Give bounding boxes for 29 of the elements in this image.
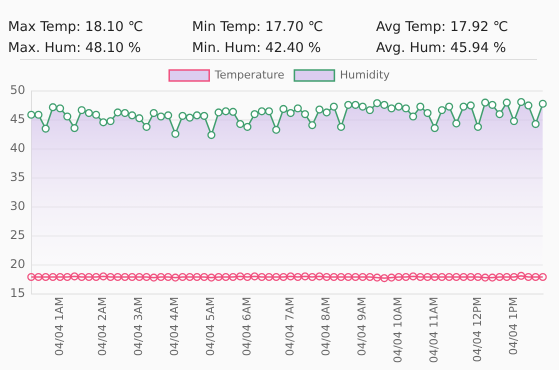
- x-tick-label: 04/04 11AM: [428, 296, 441, 364]
- y-tick-label: 25: [10, 228, 26, 242]
- text: Max. Hum: 48.10 %: [8, 39, 142, 58]
- y-tick-label: 30: [10, 199, 26, 214]
- text: Max Temp: 18.10 ℃: [8, 18, 144, 37]
- x-tick-label: 04/04 6AM: [240, 296, 254, 356]
- x-tick-label: 04/04 9AM: [356, 296, 369, 356]
- x-tick-label: 04/04 3AM: [132, 296, 146, 356]
- x-tick-label: 04/04 1PM: [506, 296, 520, 356]
- x-tick-label: 04/04 2AM: [96, 296, 110, 356]
- x-tick-label: 04/04 10AM: [392, 296, 405, 364]
- x-tick-label: 04/04 4AM: [168, 296, 182, 356]
- text: Avg Temp: 17.92 ℃: [376, 18, 510, 37]
- y-tick-label: 35: [10, 170, 26, 184]
- legend-label: Temperature: [214, 68, 285, 82]
- y-tick-label: 50: [10, 83, 26, 98]
- x-tick-label: 04/04 7AM: [283, 296, 296, 356]
- x-tick-label: 04/04 12PM: [470, 296, 484, 362]
- text: Min. Hum: 42.40 %: [192, 39, 322, 58]
- x-tick-label: 04/04 8AM: [320, 296, 333, 356]
- y-tick-label: 15: [10, 286, 26, 300]
- x-tick-label: 04/04 1AM: [52, 296, 66, 356]
- x-tick-label: 04/04 5AM: [204, 296, 218, 356]
- text: Min Temp: 17.70 ℃: [192, 18, 324, 37]
- y-tick-label: 40: [10, 141, 26, 156]
- text: Avg. Hum: 45.94 %: [376, 39, 508, 58]
- y-tick-label: 20: [10, 256, 26, 271]
- legend-label: Humidity: [340, 68, 390, 82]
- y-tick-label: 45: [10, 112, 26, 126]
